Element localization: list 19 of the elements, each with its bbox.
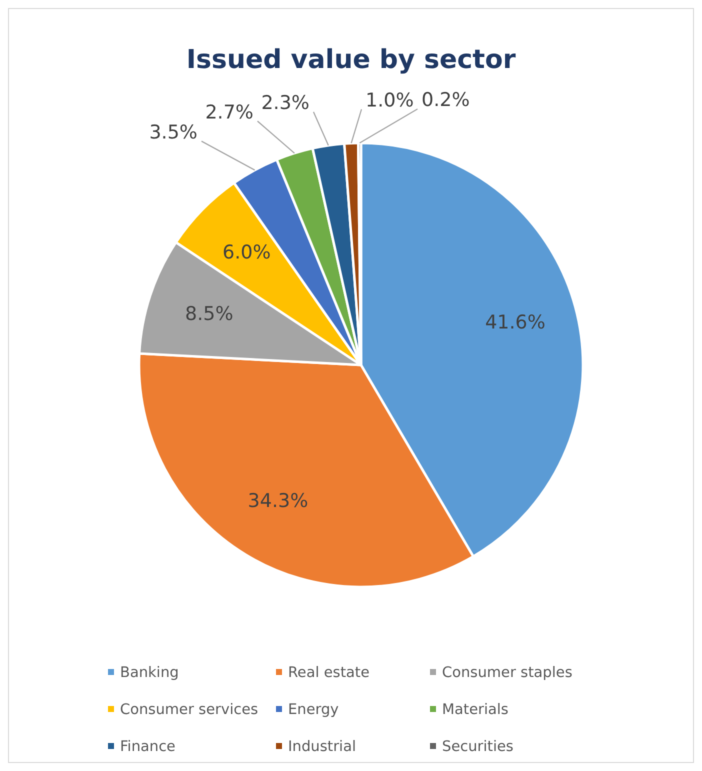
legend-label: Banking [120,664,179,681]
data-label: 2.3% [261,92,310,114]
data-label: 41.6% [485,311,546,334]
data-label: 2.7% [205,101,254,124]
legend-label: Consumer staples [442,664,572,681]
legend-label: Materials [442,702,508,718]
data-label: 34.3% [248,490,308,512]
legend-label: Finance [120,738,176,755]
data-label: 1.0% [365,89,414,112]
data-label: 3.5% [149,121,198,144]
chart-title: Issued value by sector [186,45,516,75]
legend-label: Energy [288,702,340,718]
data-label: 0.2% [421,89,470,112]
legend-label: Industrial [288,738,356,755]
legend-label: Consumer services [120,702,258,718]
data-label: 8.5% [185,303,234,326]
legend-label: Securities [442,738,514,755]
data-label: 6.0% [222,242,271,264]
legend-label: Real estate [288,664,370,681]
